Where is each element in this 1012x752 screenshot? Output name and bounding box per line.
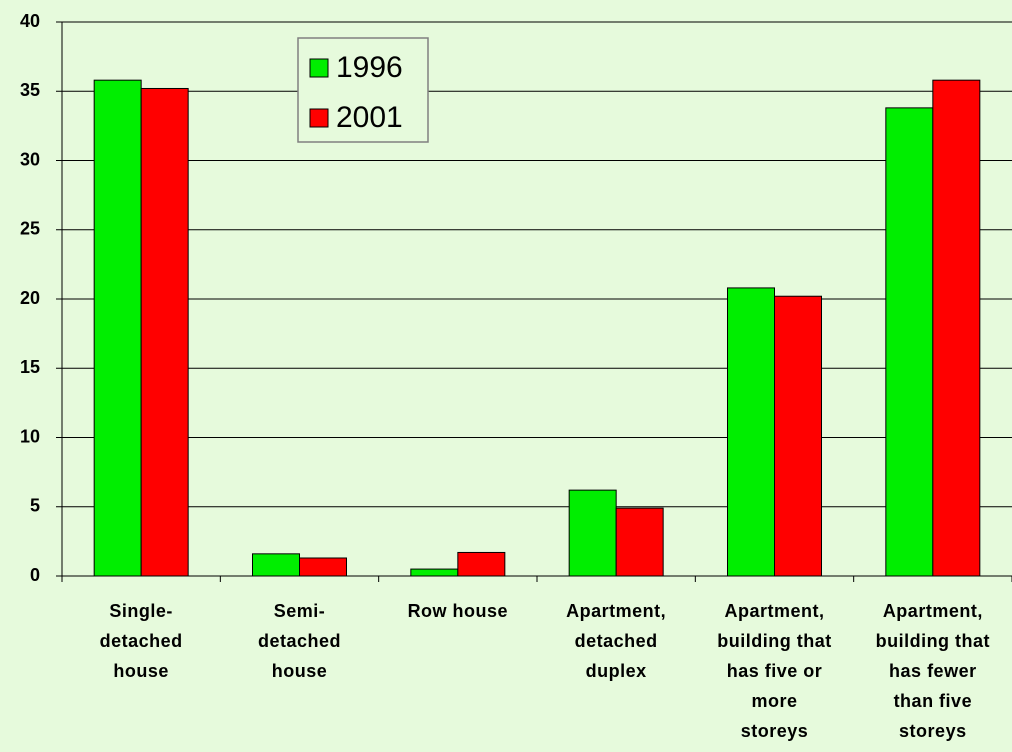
- bar: [615, 507, 664, 577]
- legend-swatch: [309, 58, 329, 78]
- y-tick-label: 35: [20, 80, 40, 100]
- x-tick-label: Semi-detached house: [258, 601, 341, 681]
- x-tick-label: Apartment, building that has five or more st…: [717, 601, 831, 741]
- y-tick-label: 0: [30, 565, 40, 585]
- bar: [299, 557, 347, 577]
- legend-label: 1996: [336, 51, 403, 84]
- bar: [410, 568, 459, 577]
- y-tick-label: 15: [20, 357, 40, 377]
- x-tick-label: Apartment, building that has fewer than fiv…: [876, 601, 990, 741]
- bar: [568, 489, 617, 577]
- x-tick-label: Row house: [408, 601, 509, 621]
- bar: [885, 107, 934, 577]
- bar: [93, 79, 142, 577]
- y-tick-label: 25: [20, 219, 40, 239]
- x-tick-label: Apartment, detached duplex: [566, 601, 666, 681]
- y-tick-label: 30: [20, 149, 40, 169]
- y-tick-label: 5: [30, 496, 40, 516]
- legend-swatch: [309, 108, 329, 128]
- bar: [932, 79, 981, 577]
- y-tick-label: 20: [20, 288, 40, 308]
- bar: [140, 87, 189, 577]
- legend: 1996 2001: [297, 37, 429, 143]
- bar: [727, 287, 775, 577]
- y-tick-label: 40: [20, 11, 40, 31]
- y-tick-label: 10: [20, 426, 40, 446]
- bar: [774, 295, 822, 577]
- x-tick-label: Single-detached house: [100, 601, 183, 681]
- bar: [252, 553, 300, 577]
- bar: [457, 551, 506, 577]
- legend-label: 2001: [336, 101, 403, 134]
